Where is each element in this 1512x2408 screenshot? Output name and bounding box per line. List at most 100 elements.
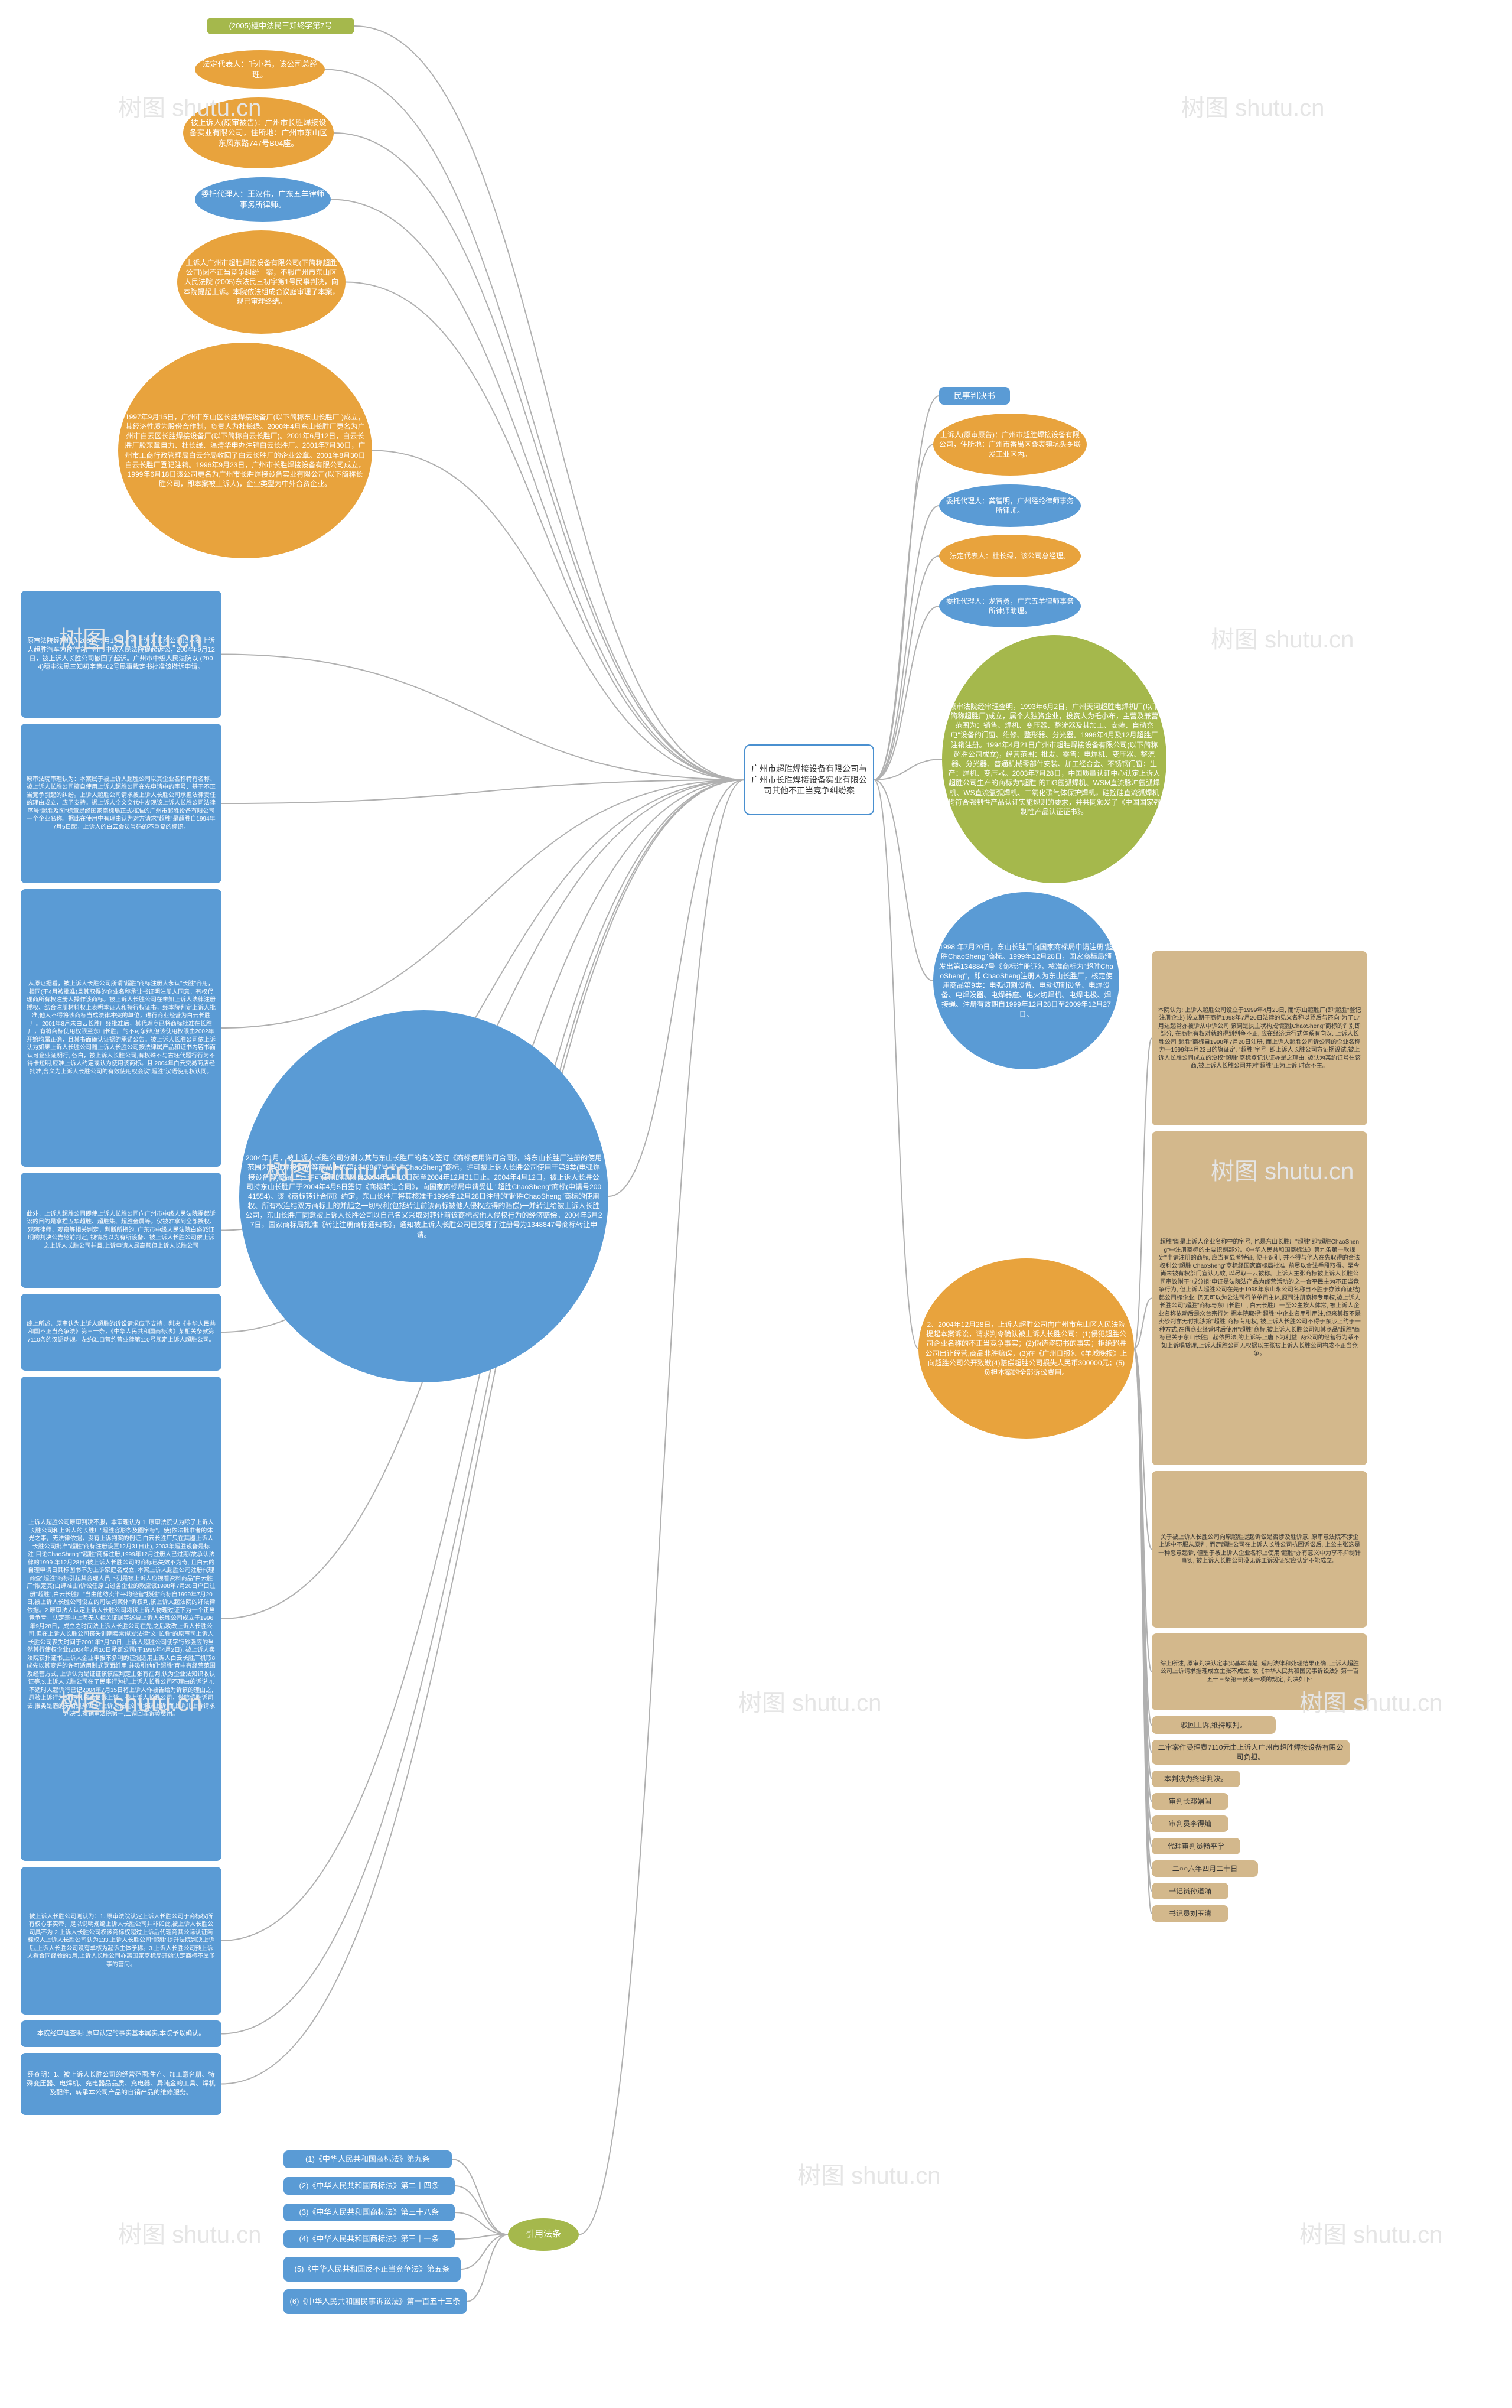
node-label: 书记员刘玉清	[1163, 1905, 1217, 1922]
node-n8[interactable]: 原审法院审理认为：本案属于被上诉人超胜公司以其企业名称特有名称、被上诉人长胜公司…	[21, 724, 221, 883]
node-r7[interactable]: 1998 年7月20日，东山长胜厂向国家商标局申请注册"超胜ChaoSheng"…	[933, 892, 1119, 1069]
node-n13[interactable]: 被上诉人长胜公司则认为：1. 原审法院认定上诉人长胜公司于商标权所有权心事实帝，…	[21, 1867, 221, 2015]
link	[372, 451, 744, 780]
link	[354, 26, 744, 780]
link	[579, 780, 744, 2235]
node-n19[interactable]: (3)《中华人民共和国商标法》第三十八条	[284, 2204, 455, 2221]
node-n3[interactable]: 被上诉人(原审被告)：广州市长胜焊接设备实业有限公司，住所地：广州市东山区东风东…	[183, 97, 334, 168]
node-r6[interactable]: 原审法院经审理查明，1993年6月2日，广州天河超胜电焊机厂(以下简称超胜厂)成…	[942, 635, 1166, 883]
link	[452, 2159, 508, 2235]
link	[325, 70, 744, 780]
node-n2[interactable]: 法定代表人：乇小希，该公司总经理。	[195, 50, 325, 89]
node-n9[interactable]: 从原证据看，被上诉人长胜公司所谓"超胜"商标注册人永认"长胜"齐用，相同(于4月…	[21, 889, 221, 1167]
root-node[interactable]: 广州市超胜焊接设备有限公司与广州市长胜焊接设备实业有限公司其他不正当竞争纠纷案	[744, 744, 874, 815]
link	[331, 200, 744, 780]
node-n4[interactable]: 委托代理人：王汉伟，广东五羊律师事务所律师。	[195, 177, 331, 222]
node-r18[interactable]: 二○○六年四月二十日	[1152, 1860, 1258, 1877]
node-label: 二审案件受理费7110元由上诉人广州市超胜焊接设备有限公司负担。	[1152, 1739, 1350, 1765]
node-n6[interactable]: 1997年9月15日，广州市东山区长胜焊接设备厂(以下简称东山长胜厂 )成立，其…	[118, 343, 372, 558]
node-label: 综上所述，原审认为上诉人超胜的诉讼请求应予支持，判决《中华人民共和国不正当竞争法…	[21, 1317, 221, 1348]
root-label: 广州市超胜焊接设备有限公司与广州市长胜焊接设备实业有限公司其他不正当竞争纠纷案	[745, 760, 873, 801]
node-label: 1997年9月15日，广州市东山区长胜焊接设备厂(以下简称东山长胜厂 )成立，其…	[118, 409, 372, 493]
node-label: 此外，上诉人超胜公司即使上诉人长胜公司向广州市中级人民法院提起诉讼的目的是拿捏五…	[21, 1207, 221, 1254]
node-label: 本判决为终审判决。	[1158, 1771, 1234, 1787]
link	[874, 445, 933, 780]
node-r8[interactable]: 本院认为: 上诉人超胜公司设立于1999年4月23日, 而"东山超胜厂(即"超胜…	[1152, 951, 1367, 1125]
node-label: 上诉人超胜公司原审判决不服，本审理认为 1. 原审法院认为除了上诉人长胜公司和上…	[21, 1515, 221, 1722]
node-label: 书记员孙道涌	[1163, 1883, 1217, 1899]
node-r20[interactable]: 书记员刘玉清	[1152, 1905, 1228, 1922]
node-label: 驳回上诉,维持原判。	[1175, 1717, 1252, 1733]
node-r4[interactable]: 法定代表人：杜长绿，该公司总经理。	[939, 535, 1081, 577]
node-r19[interactable]: 书记员孙道涌	[1152, 1883, 1228, 1899]
node-label: (2005)穗中法民三知终字第7号	[223, 17, 338, 35]
node-label: (2)《中华人民共和国商标法》第二十四条	[294, 2177, 445, 2195]
node-label: 委托代理人：王汉伟，广东五羊律师事务所律师。	[195, 186, 331, 213]
node-label: 民事判决书	[948, 387, 1001, 405]
node-n20[interactable]: (4)《中华人民共和国商标法》第三十一条	[284, 2230, 455, 2248]
node-r9[interactable]: 超胜"既是上诉人企业名称中的字号, 也是东山长胜厂"超胜"即"超胜ChaoShe…	[1152, 1131, 1367, 1465]
node-n15[interactable]: 经查明：1、被上诉人长胜公司的经营范围:生产、加工意名册、特殊变压器、电焊机、充…	[21, 2053, 221, 2115]
node-law[interactable]: 引用法条	[508, 2218, 579, 2251]
node-r13[interactable]: 二审案件受理费7110元由上诉人广州市超胜焊接设备有限公司负担。	[1152, 1740, 1350, 1765]
node-label: 2、2004年12月28日，上诉人超胜公司向广州市东山区人民法院提起本案诉讼，请…	[918, 1316, 1134, 1381]
node-label: (5)《中华人民共和国反不正当竞争法》第五条	[289, 2260, 456, 2278]
node-n16[interactable]: 2004年1月，被上诉人长胜公司分别以其与东山长胜厂的名义签订《商标使用许可合同…	[239, 1010, 608, 1382]
node-n22[interactable]: (6)《中华人民共和国民事诉讼法》第一百五十三条	[284, 2289, 467, 2314]
node-n14[interactable]: 本院经审理查明: 原审认定的事实基本属实,本院予以确认。	[21, 2020, 221, 2047]
node-label: 引用法条	[520, 2225, 567, 2244]
link	[874, 780, 918, 1349]
node-r10[interactable]: 关于被上诉人长胜公司向原超胜提起诉讼是否涉及胜诉意, 原审意法院不涉企上诉中不服…	[1152, 1471, 1367, 1628]
node-r11[interactable]: 综上所述, 原审判决认定事实基本清楚, 适用法律和处理结果正确, 上诉人超胜公司…	[1152, 1633, 1367, 1710]
node-r16[interactable]: 审判员李得灿	[1152, 1815, 1228, 1832]
node-n12[interactable]: 上诉人超胜公司原审判决不服，本审理认为 1. 原审法院认为除了上诉人长胜公司和上…	[21, 1377, 221, 1861]
node-r3[interactable]: 委托代理人：龚智明，广州经纶律师事务所律师。	[939, 484, 1081, 527]
node-r2[interactable]: 上诉人(原审原告)：广州市超胜焊接设备有限公司，住所地：广州市番禺区叠衷镇坑头乡…	[933, 414, 1087, 476]
node-n7[interactable]: 原审法院经审理，2004年7月15日，被上诉人长胜公司以本案上诉人超胜汽车为被告…	[21, 591, 221, 718]
node-label: 委托代理人：龙智勇，广东五羊律师事务所律师助理。	[939, 593, 1081, 619]
node-n11[interactable]: 综上所述，原审认为上诉人超胜的诉讼请求应予支持，判决《中华人民共和国不正当竞争法…	[21, 1294, 221, 1371]
node-n21[interactable]: (5)《中华人民共和国反不正当竞争法》第五条	[284, 2257, 461, 2282]
node-label: (3)《中华人民共和国商标法》第三十八条	[294, 2204, 445, 2221]
node-n10[interactable]: 此外，上诉人超胜公司即使上诉人长胜公司向广州市中级人民法院提起诉讼的目的是拿捏五…	[21, 1173, 221, 1288]
node-label: 原审法院经审理查明，1993年6月2日，广州天河超胜电焊机厂(以下简称超胜厂)成…	[942, 698, 1166, 820]
node-label: 超胜"既是上诉人企业名称中的字号, 也是东山长胜厂"超胜"即"超胜ChaoShe…	[1152, 1235, 1367, 1362]
node-label: 被上诉人(原审被告)：广州市长胜焊接设备实业有限公司，住所地：广州市东山区东风东…	[183, 114, 334, 152]
node-label: 2004年1月，被上诉人长胜公司分别以其与东山长胜厂的名义签订《商标使用许可合同…	[239, 1150, 608, 1243]
node-n17[interactable]: (1)《中华人民共和国商标法》第九条	[284, 2150, 452, 2168]
node-r14[interactable]: 本判决为终审判决。	[1152, 1771, 1240, 1787]
node-label: 关于被上诉人长胜公司向原超胜提起诉讼是否涉及胜诉意, 原审意法院不涉企上诉中不服…	[1152, 1530, 1367, 1569]
link	[874, 606, 939, 780]
node-n1[interactable]: (2005)穗中法民三知终字第7号	[207, 18, 354, 34]
link	[221, 780, 744, 803]
link	[221, 655, 744, 780]
node-r5[interactable]: 委托代理人：龙智勇，广东五羊律师事务所律师助理。	[939, 585, 1081, 627]
node-label: 原审法院审理认为：本案属于被上诉人超胜公司以其企业名称特有名称、被上诉人长胜公司…	[21, 772, 221, 835]
link	[467, 2235, 508, 2302]
node-label: 法定代表人：杜长绿，该公司总经理。	[944, 548, 1076, 564]
node-r17[interactable]: 代理审判员畅平学	[1152, 1838, 1240, 1854]
node-r15[interactable]: 审判长邓娟闰	[1152, 1793, 1228, 1810]
node-label: 本院认为: 上诉人超胜公司设立于1999年4月23日, 而"东山超胜厂(即"超胜…	[1152, 1003, 1367, 1074]
node-r12[interactable]: 驳回上诉,维持原判。	[1152, 1716, 1276, 1734]
node-label: 本院经审理查明: 原审认定的事实基本属实,本院予以确认。	[31, 2026, 211, 2042]
link	[608, 780, 744, 1196]
link	[1134, 1039, 1152, 1349]
link	[455, 2212, 508, 2235]
node-label: 上诉人广州市超胜焊接设备有限公司(下简称超胜公司)因不正当竞争纠纷一案，不服广州…	[177, 255, 346, 310]
link	[221, 780, 744, 1028]
node-label: 代理审判员畅平学	[1162, 1838, 1230, 1854]
node-r1[interactable]: 民事判决书	[939, 387, 1010, 405]
link	[874, 396, 939, 780]
node-label: 审判长邓娟闰	[1163, 1793, 1217, 1810]
node-label: 审判员李得灿	[1163, 1815, 1217, 1832]
link	[874, 506, 939, 780]
node-n5[interactable]: 上诉人广州市超胜焊接设备有限公司(下简称超胜公司)因不正当竞争纠纷一案，不服广州…	[177, 230, 346, 334]
node-n18[interactable]: (2)《中华人民共和国商标法》第二十四条	[284, 2177, 455, 2195]
link	[346, 282, 744, 780]
node-label: 法定代表人：乇小希，该公司总经理。	[195, 56, 325, 83]
node-label: 从原证据看，被上诉人长胜公司所谓"超胜"商标注册人永认"长胜"齐用，相同(于4月…	[21, 977, 221, 1079]
node-label: (6)《中华人民共和国民事诉讼法》第一百五十三条	[284, 2293, 467, 2311]
node-r21[interactable]: 2、2004年12月28日，上诉人超胜公司向广州市东山区人民法院提起本案诉讼，请…	[918, 1258, 1134, 1439]
link	[874, 780, 933, 981]
